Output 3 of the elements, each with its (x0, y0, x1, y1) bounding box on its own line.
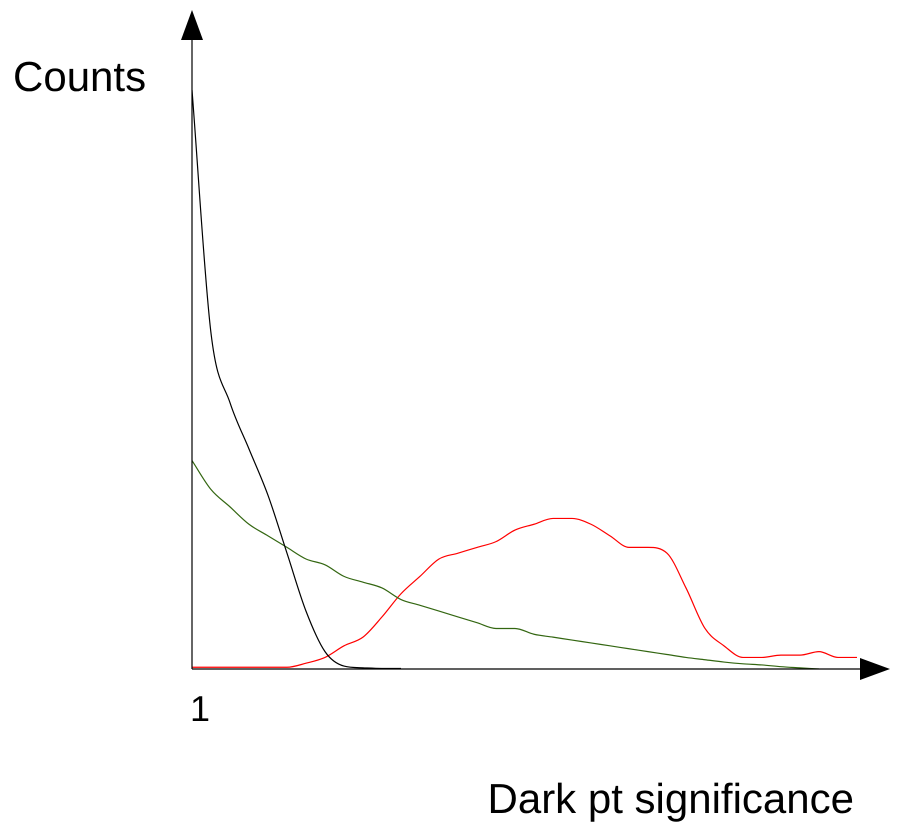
x-axis-title: Dark pt significance (488, 775, 854, 822)
text: 1 (190, 688, 210, 729)
y-axis-title: Counts (13, 53, 146, 100)
